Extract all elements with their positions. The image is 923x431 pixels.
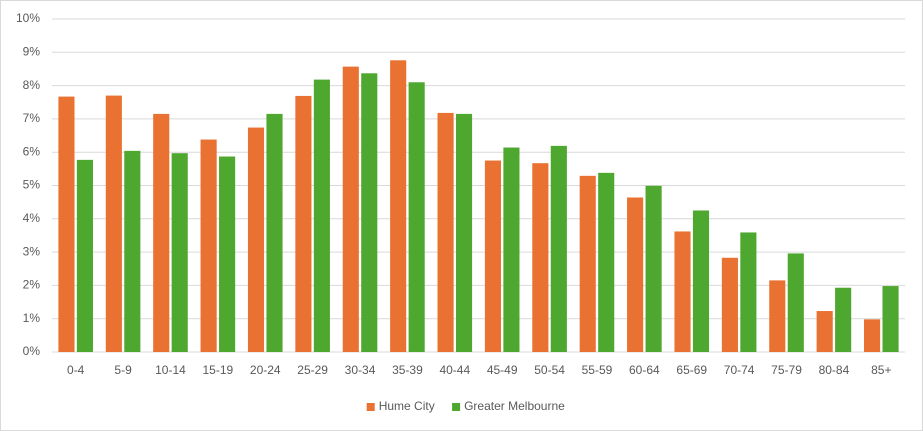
x-tick-label: 65-69: [676, 363, 707, 377]
x-tick-label: 40-44: [439, 363, 470, 377]
bar: [361, 73, 378, 353]
bar: [579, 175, 596, 352]
y-tick-label: 7%: [23, 111, 41, 125]
bar: [882, 286, 899, 352]
x-tick-label: 55-59: [582, 363, 613, 377]
x-tick-label: 15-19: [203, 363, 234, 377]
x-tick-label: 70-74: [724, 363, 755, 377]
bar: [266, 113, 283, 352]
x-tick-label: 20-24: [250, 363, 281, 377]
x-tick-label: 30-34: [345, 363, 376, 377]
bar: [864, 319, 881, 352]
bar: [437, 112, 454, 352]
x-tick-label: 45-49: [487, 363, 518, 377]
bar: [503, 147, 520, 352]
legend-label: Hume City: [379, 399, 435, 413]
x-tick-label: 85+: [871, 363, 891, 377]
bar: [787, 253, 804, 352]
bar: [816, 311, 833, 352]
bar: [124, 150, 141, 352]
bar: [532, 163, 549, 352]
legend-swatch: [452, 403, 461, 411]
bar: [740, 232, 757, 352]
bar: [674, 231, 691, 352]
x-tick-label: 80-84: [819, 363, 850, 377]
x-tick-label: 60-64: [629, 363, 660, 377]
bar: [408, 82, 425, 353]
y-tick-label: 0%: [23, 344, 41, 358]
x-tick-label: 10-14: [155, 363, 186, 377]
bar: [313, 79, 330, 352]
y-tick-label: 4%: [23, 211, 41, 225]
legend-swatch: [366, 403, 375, 411]
y-tick-label: 1%: [23, 311, 41, 325]
x-tick-label: 25-29: [297, 363, 328, 377]
legend-label: Greater Melbourne: [464, 399, 565, 413]
bar: [105, 95, 122, 352]
bar: [295, 95, 312, 352]
y-tick-label: 10%: [16, 11, 40, 25]
bar: [484, 160, 502, 352]
bar: [835, 287, 852, 352]
y-tick-label: 6%: [23, 144, 41, 158]
bar: [342, 66, 359, 352]
bar: [76, 159, 93, 352]
bar: [769, 280, 786, 352]
y-tick-label: 3%: [23, 244, 41, 258]
x-tick-label: 5-9: [114, 363, 132, 377]
x-tick-label: 50-54: [534, 363, 565, 377]
bar: [692, 210, 710, 352]
bar: [550, 145, 567, 352]
bar: [200, 139, 217, 352]
y-tick-label: 9%: [23, 44, 41, 58]
bar: [219, 156, 236, 352]
x-tick-label: 35-39: [392, 363, 423, 377]
bar: [645, 185, 662, 352]
bar: [171, 153, 188, 352]
bar: [153, 113, 170, 352]
bar: [247, 127, 265, 352]
y-tick-label: 2%: [23, 278, 41, 292]
y-tick-label: 8%: [23, 78, 41, 92]
x-tick-label: 0-4: [67, 363, 85, 377]
bar: [390, 60, 407, 353]
bar: [627, 197, 644, 352]
y-tick-label: 5%: [23, 178, 41, 192]
x-tick-label: 75-79: [771, 363, 802, 377]
bar: [58, 96, 75, 353]
bar: [455, 113, 473, 352]
bar: [598, 172, 615, 352]
bar: [721, 257, 738, 352]
